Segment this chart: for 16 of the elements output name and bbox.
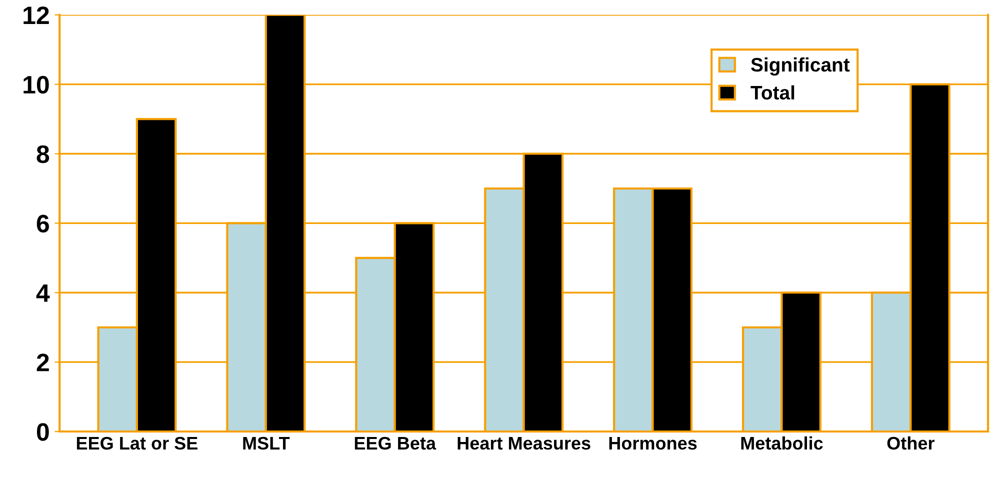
- x-tick-label: Metabolic: [741, 436, 823, 450]
- x-tick-label: MSLT: [243, 436, 290, 450]
- y-tick-label: 0: [36, 423, 49, 441]
- legend-label: Significant: [751, 57, 850, 76]
- y-tick-label: 4: [36, 284, 50, 302]
- y-tick-label: 8: [36, 145, 50, 164]
- x-tick-label: Hormones: [609, 437, 697, 450]
- x-tick-label: Heart Measures: [458, 437, 590, 450]
- x-tick-label: EEG Beta: [354, 436, 436, 450]
- x-tick-label: EEG Lat or SE: [76, 436, 198, 450]
- y-tick-label: 6: [36, 214, 49, 233]
- y-tick-label: 10: [24, 76, 49, 94]
- y-tick-label: 12: [24, 6, 49, 24]
- x-tick-label: Other: [887, 436, 934, 450]
- legend-label: Total: [750, 85, 794, 100]
- y-tick-label: 2: [36, 354, 49, 372]
